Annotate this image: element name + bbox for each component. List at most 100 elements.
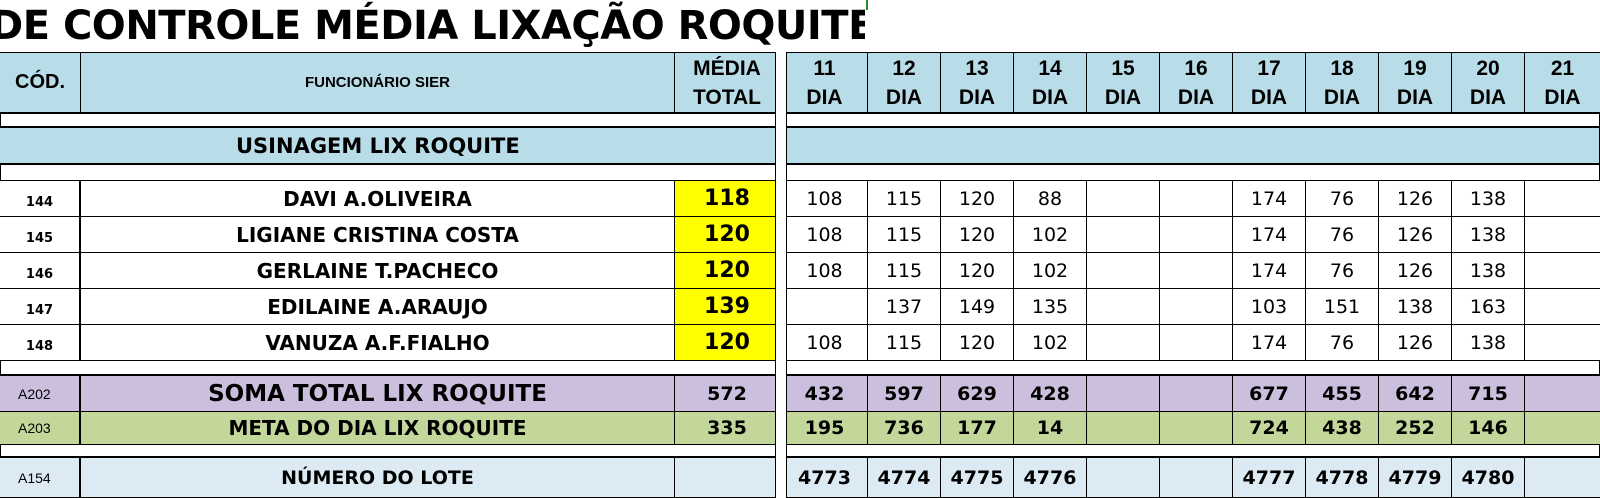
employee-day-value[interactable]: 174 <box>1232 180 1306 217</box>
employee-day-value[interactable]: 174 <box>1232 252 1306 289</box>
meta-day-value[interactable] <box>1524 411 1600 445</box>
employee-day-value[interactable] <box>1159 252 1233 289</box>
meta-day-value[interactable] <box>1159 411 1233 445</box>
employee-day-value[interactable]: 120 <box>940 324 1014 361</box>
soma-day-value[interactable] <box>1086 375 1160 412</box>
header-day-20[interactable]: 20 DIA <box>1451 52 1525 113</box>
soma-day-value[interactable]: 629 <box>940 375 1014 412</box>
employee-day-value[interactable]: 126 <box>1378 324 1452 361</box>
employee-day-value[interactable] <box>1159 324 1233 361</box>
meta-day-value[interactable]: 195 <box>781 411 868 445</box>
employee-day-value[interactable]: 137 <box>867 288 941 325</box>
meta-day-value[interactable]: 724 <box>1232 411 1306 445</box>
employee-day-value[interactable] <box>1524 288 1600 325</box>
employee-day-value[interactable] <box>1086 216 1160 253</box>
lote-day-value[interactable]: 4778 <box>1305 457 1379 498</box>
header-day-16[interactable]: 16 DIA <box>1159 52 1233 113</box>
employee-day-value[interactable]: 76 <box>1305 216 1379 253</box>
lote-day-value[interactable] <box>1524 457 1600 498</box>
employee-day-value[interactable]: 115 <box>867 252 941 289</box>
soma-day-value[interactable]: 642 <box>1378 375 1452 412</box>
soma-day-value[interactable]: 428 <box>1013 375 1087 412</box>
employee-day-value[interactable]: 115 <box>867 324 941 361</box>
frozen-pane-divider[interactable] <box>775 52 787 498</box>
lote-day-value[interactable] <box>1086 457 1160 498</box>
employee-day-value[interactable]: 108 <box>781 180 868 217</box>
employee-day-value[interactable]: 138 <box>1451 180 1525 217</box>
employee-day-value[interactable]: 126 <box>1378 216 1452 253</box>
soma-day-value[interactable] <box>1159 375 1233 412</box>
employee-day-value[interactable]: 108 <box>781 216 868 253</box>
header-day-15[interactable]: 15 DIA <box>1086 52 1160 113</box>
employee-day-value[interactable] <box>1524 324 1600 361</box>
header-day-17[interactable]: 17 DIA <box>1232 52 1306 113</box>
employee-day-value[interactable]: 103 <box>1232 288 1306 325</box>
employee-day-value[interactable]: 135 <box>1013 288 1087 325</box>
header-day-11[interactable]: 11 DIA <box>781 52 868 113</box>
soma-day-value[interactable]: 677 <box>1232 375 1306 412</box>
employee-day-value[interactable]: 163 <box>1451 288 1525 325</box>
employee-day-value[interactable]: 126 <box>1378 252 1452 289</box>
employee-day-value[interactable]: 149 <box>940 288 1014 325</box>
header-day-13[interactable]: 13 DIA <box>940 52 1014 113</box>
header-day-21[interactable]: 21 DIA <box>1524 52 1600 113</box>
employee-day-value[interactable]: 120 <box>940 180 1014 217</box>
employee-day-value[interactable]: 102 <box>1013 252 1087 289</box>
employee-day-value[interactable]: 120 <box>940 252 1014 289</box>
employee-day-value[interactable]: 174 <box>1232 216 1306 253</box>
employee-day-value[interactable]: 151 <box>1305 288 1379 325</box>
employee-day-value[interactable] <box>1086 180 1160 217</box>
employee-day-value[interactable]: 102 <box>1013 216 1087 253</box>
employee-day-value[interactable]: 88 <box>1013 180 1087 217</box>
employee-day-value[interactable]: 174 <box>1232 324 1306 361</box>
employee-day-value[interactable]: 108 <box>781 324 868 361</box>
employee-day-value[interactable]: 138 <box>1451 252 1525 289</box>
employee-day-value[interactable]: 102 <box>1013 324 1087 361</box>
soma-day-value[interactable]: 455 <box>1305 375 1379 412</box>
lote-day-value[interactable]: 4780 <box>1451 457 1525 498</box>
lote-day-value[interactable]: 4773 <box>781 457 868 498</box>
employee-day-value[interactable] <box>1086 288 1160 325</box>
employee-day-value[interactable] <box>1524 252 1600 289</box>
meta-day-value[interactable]: 736 <box>867 411 941 445</box>
soma-day-value[interactable]: 597 <box>867 375 941 412</box>
employee-day-value[interactable] <box>1159 288 1233 325</box>
employee-day-value[interactable]: 115 <box>867 216 941 253</box>
header-day-19[interactable]: 19 DIA <box>1378 52 1452 113</box>
lote-day-value[interactable]: 4777 <box>1232 457 1306 498</box>
meta-day-value[interactable] <box>1086 411 1160 445</box>
employee-day-value[interactable]: 138 <box>1378 288 1452 325</box>
employee-day-value[interactable]: 115 <box>867 180 941 217</box>
lote-day-value[interactable] <box>1159 457 1233 498</box>
meta-day-value[interactable]: 438 <box>1305 411 1379 445</box>
header-day-12[interactable]: 12 DIA <box>867 52 941 113</box>
employee-day-value[interactable]: 76 <box>1305 180 1379 217</box>
employee-day-value[interactable]: 126 <box>1378 180 1452 217</box>
employee-day-value[interactable] <box>1524 216 1600 253</box>
employee-day-value[interactable] <box>1159 216 1233 253</box>
header-day-14[interactable]: 14 DIA <box>1013 52 1087 113</box>
soma-day-value[interactable] <box>1524 375 1600 412</box>
employee-day-value[interactable]: 138 <box>1451 324 1525 361</box>
soma-day-value[interactable]: 432 <box>781 375 868 412</box>
employee-day-value[interactable] <box>1086 324 1160 361</box>
meta-day-value[interactable]: 252 <box>1378 411 1452 445</box>
employee-day-value[interactable] <box>1086 252 1160 289</box>
soma-day-value[interactable]: 715 <box>1451 375 1525 412</box>
lote-day-value[interactable]: 4776 <box>1013 457 1087 498</box>
employee-day-value[interactable]: 138 <box>1451 216 1525 253</box>
employee-day-value[interactable] <box>781 288 868 325</box>
lote-day-value[interactable]: 4774 <box>867 457 941 498</box>
employee-day-value[interactable] <box>1159 180 1233 217</box>
employee-day-value[interactable]: 120 <box>940 216 1014 253</box>
meta-day-value[interactable]: 14 <box>1013 411 1087 445</box>
lote-day-value[interactable]: 4779 <box>1378 457 1452 498</box>
meta-day-value[interactable]: 146 <box>1451 411 1525 445</box>
header-day-18[interactable]: 18 DIA <box>1305 52 1379 113</box>
employee-day-value[interactable]: 76 <box>1305 324 1379 361</box>
employee-day-value[interactable] <box>1524 180 1600 217</box>
lote-day-value[interactable]: 4775 <box>940 457 1014 498</box>
employee-day-value[interactable]: 108 <box>781 252 868 289</box>
employee-day-value[interactable]: 76 <box>1305 252 1379 289</box>
meta-day-value[interactable]: 177 <box>940 411 1014 445</box>
